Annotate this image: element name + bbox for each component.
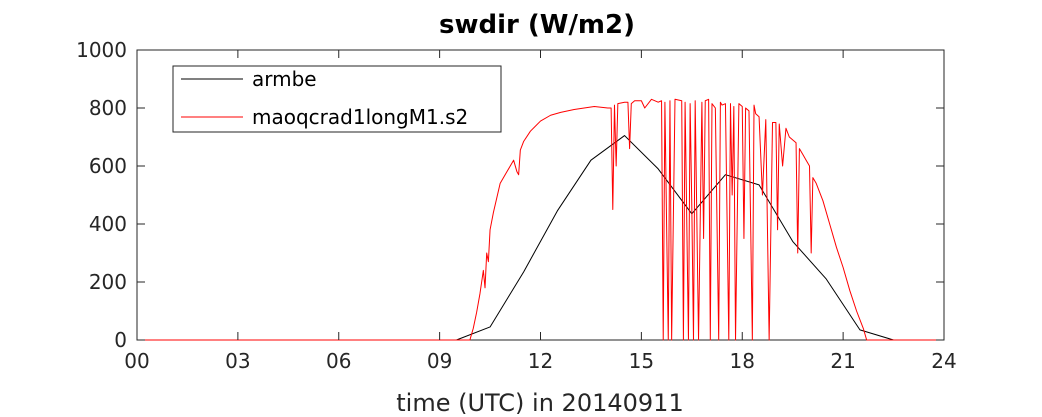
y-tick-label: 1000 bbox=[76, 38, 127, 62]
y-tick-label: 0 bbox=[114, 328, 127, 352]
series-layer bbox=[137, 98, 944, 341]
x-tick-label: 21 bbox=[830, 349, 855, 373]
y-tick-label: 400 bbox=[89, 212, 127, 236]
x-tick-label: 06 bbox=[326, 349, 351, 373]
y-tick-label: 800 bbox=[89, 96, 127, 120]
y-tick-label: 600 bbox=[89, 154, 127, 178]
chart-title: swdir (W/m2) bbox=[439, 10, 635, 40]
x-tick-label: 15 bbox=[629, 349, 654, 373]
axes-layer: 00 03 06 09 12 15 18 21 24 0 200 400 600 800 1000 bbox=[76, 38, 957, 373]
legend-label-maoqcrad1longM1-s2: maoqcrad1longM1.s2 bbox=[252, 105, 468, 129]
x-tick-label: 12 bbox=[528, 349, 553, 373]
x-tick-label: 03 bbox=[225, 349, 250, 373]
y-tick-label: 200 bbox=[89, 270, 127, 294]
x-tick-label: 24 bbox=[931, 349, 956, 373]
x-tick-label: 18 bbox=[730, 349, 755, 373]
legend-label-armbe: armbe bbox=[252, 67, 317, 91]
legend-box bbox=[172, 65, 502, 133]
x-axis-label: time (UTC) in 20140911 bbox=[396, 389, 683, 417]
x-tick-label: 09 bbox=[427, 349, 452, 373]
x-tick-label: 00 bbox=[124, 349, 149, 373]
series-line-maoqcrad1longM1-s2 bbox=[137, 98, 944, 341]
legend: armbe maoqcrad1longM1.s2 bbox=[172, 65, 502, 133]
